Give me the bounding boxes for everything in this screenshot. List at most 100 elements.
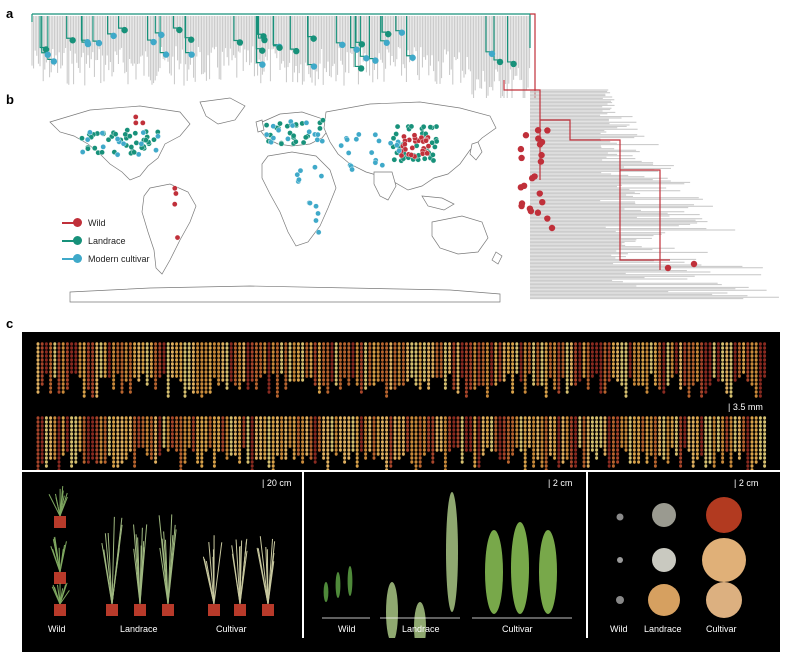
- seed: [473, 354, 477, 358]
- seed: [233, 358, 237, 362]
- seed: [754, 386, 758, 390]
- map-sample-dot: [112, 131, 119, 137]
- seed: [418, 448, 422, 452]
- seed: [175, 416, 179, 420]
- seed: [53, 366, 57, 370]
- seed: [586, 452, 590, 456]
- seed: [49, 390, 53, 394]
- seed: [233, 424, 237, 428]
- seed: [679, 346, 683, 350]
- seed: [78, 350, 82, 354]
- seed: [473, 452, 477, 456]
- seed: [603, 386, 607, 390]
- seed: [590, 342, 594, 346]
- seed: [754, 382, 758, 386]
- seed: [200, 416, 204, 420]
- seed: [569, 432, 573, 436]
- seed: [502, 448, 506, 452]
- seed: [519, 346, 523, 350]
- seed: [737, 342, 741, 346]
- seed: [74, 432, 78, 436]
- seed: [317, 386, 321, 390]
- seed: [158, 416, 162, 420]
- seed: [380, 346, 384, 350]
- seed: [137, 346, 141, 350]
- seed: [679, 436, 683, 440]
- seed: [414, 460, 418, 464]
- seed: [154, 440, 158, 444]
- seed: [254, 436, 258, 440]
- seed: [695, 444, 699, 448]
- seed: [460, 440, 464, 444]
- seed: [128, 342, 132, 346]
- seed: [414, 358, 418, 362]
- seed: [183, 436, 187, 440]
- seed: [649, 440, 653, 444]
- seed: [166, 416, 170, 420]
- seed: [70, 424, 74, 428]
- seed: [691, 464, 695, 468]
- map-sample-dot: [319, 138, 326, 144]
- seed: [544, 464, 548, 468]
- seed: [725, 440, 729, 444]
- seed: [498, 350, 502, 354]
- seed: [166, 424, 170, 428]
- seed: [536, 424, 540, 428]
- panicle-label-wild: Wild: [338, 624, 356, 634]
- seed: [183, 362, 187, 366]
- seed: [263, 416, 267, 420]
- seed: [183, 366, 187, 370]
- seed: [532, 432, 536, 436]
- seed: [628, 448, 632, 452]
- seed: [212, 456, 216, 460]
- seed: [410, 436, 414, 440]
- seed: [641, 382, 645, 386]
- seed: [246, 436, 250, 440]
- seed: [536, 428, 540, 432]
- seed: [212, 424, 216, 428]
- seed: [700, 378, 704, 382]
- seed: [477, 382, 481, 386]
- seed: [317, 374, 321, 378]
- tree-leaf-dot: [510, 60, 517, 68]
- seed: [414, 440, 418, 444]
- seed: [149, 456, 153, 460]
- seed: [86, 448, 90, 452]
- seed: [737, 366, 741, 370]
- seed: [658, 440, 662, 444]
- seed: [246, 432, 250, 436]
- seed: [574, 424, 578, 428]
- seed: [653, 452, 657, 456]
- seed: [250, 374, 254, 378]
- seed: [334, 424, 338, 428]
- seed: [82, 382, 86, 386]
- panicle-photo-panel: | 2 cm Wild Landrace Cultivar: [304, 472, 586, 638]
- seed: [670, 350, 674, 354]
- seed: [137, 342, 141, 346]
- seed: [212, 366, 216, 370]
- tree-leaf-dot: [398, 29, 406, 36]
- seed: [616, 354, 620, 358]
- seed: [343, 362, 347, 366]
- seed: [750, 370, 754, 374]
- seed: [494, 440, 498, 444]
- seed: [410, 354, 414, 358]
- seed: [406, 370, 410, 374]
- seed: [372, 432, 376, 436]
- seed: [515, 346, 519, 350]
- seed: [141, 420, 145, 424]
- seed: [679, 382, 683, 386]
- seed: [355, 416, 359, 420]
- seed: [729, 436, 733, 440]
- seed: [456, 370, 460, 374]
- seed: [179, 366, 183, 370]
- seed: [700, 382, 704, 386]
- seed: [754, 394, 758, 398]
- tree-leaf-dot: [293, 47, 300, 55]
- seed: [259, 358, 263, 362]
- seed: [212, 436, 216, 440]
- seed: [725, 362, 729, 366]
- seed: [456, 354, 460, 358]
- seed: [708, 436, 712, 440]
- seed: [103, 436, 107, 440]
